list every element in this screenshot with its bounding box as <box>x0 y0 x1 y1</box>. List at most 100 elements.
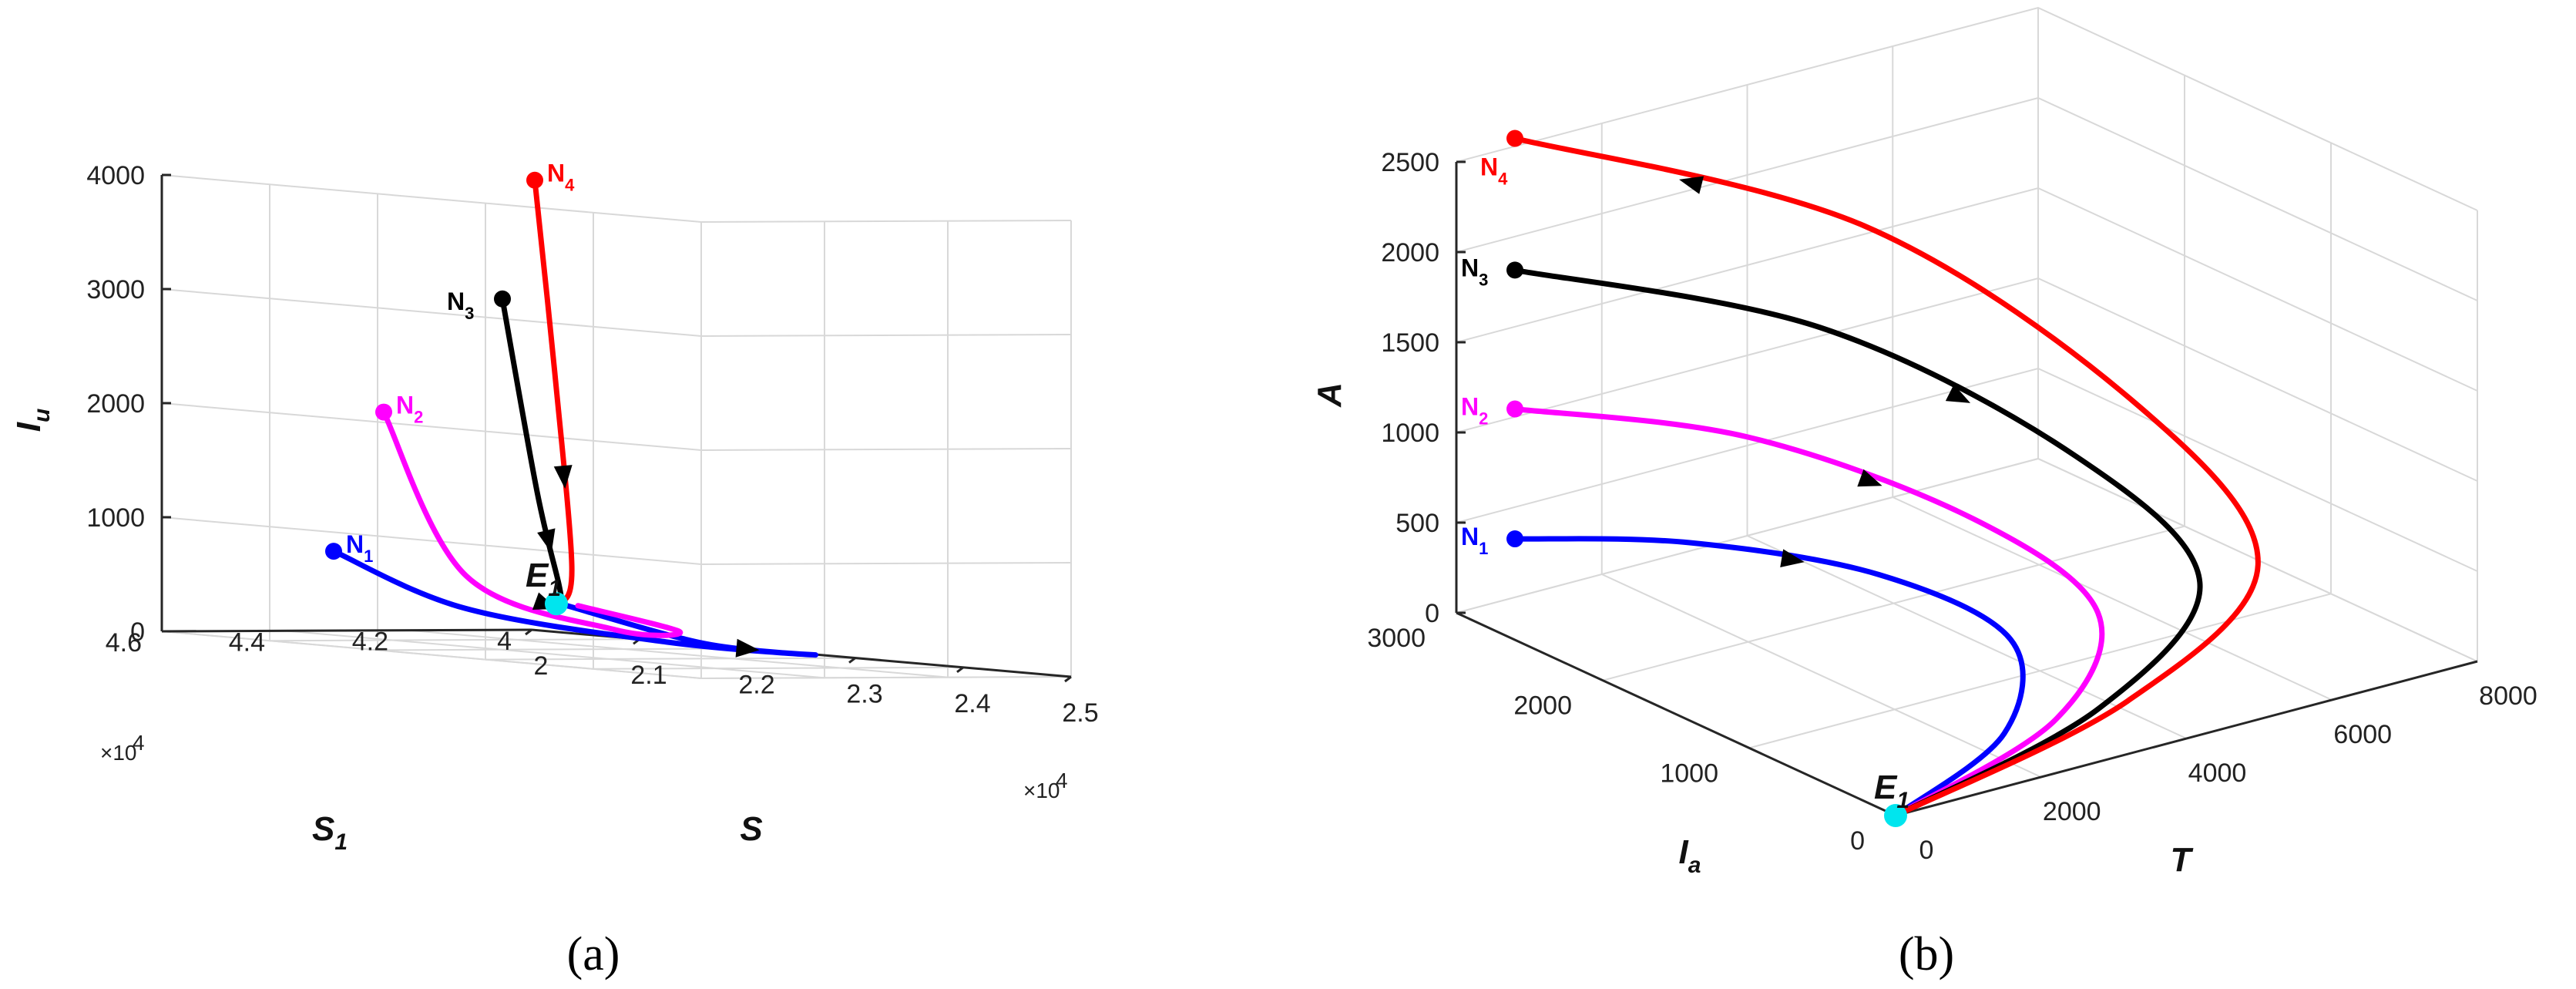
start-point-N3 <box>1506 261 1523 279</box>
s1-axis <box>161 628 532 633</box>
trajectory-N4 <box>1512 136 2261 819</box>
ia-tick-label: 2000 <box>1513 691 1572 721</box>
s-tick-label: 2.4 <box>954 689 990 718</box>
a-tick-label: 500 <box>1395 509 1439 538</box>
grid-line <box>269 638 640 642</box>
grid-line <box>161 516 1072 566</box>
s1-exponent-power: 4 <box>133 731 145 755</box>
s-tick-label: 2.1 <box>630 661 667 690</box>
ia-tick-label: 3000 <box>1367 624 1426 653</box>
start-label-N2: N2 <box>396 392 423 427</box>
s1-tick-label: 4 <box>497 627 512 656</box>
start-point-N2 <box>1506 400 1523 418</box>
s-tick-label: 2 <box>534 651 549 681</box>
s-tick-label: 2.5 <box>1062 698 1098 728</box>
t-tick-label: 8000 <box>2479 681 2537 711</box>
ia-axis-label: Ia <box>1679 833 1701 878</box>
grid-line <box>284 630 825 679</box>
equilibrium-label: E1 <box>526 557 561 601</box>
grid-line <box>485 657 856 661</box>
grid-line <box>1456 6 2478 211</box>
s1-tick-label: 4.2 <box>352 627 388 657</box>
grid-line <box>1456 96 2478 301</box>
grid-line <box>161 288 1072 338</box>
ia-axis <box>1456 611 1896 817</box>
start-point-N2 <box>375 403 392 421</box>
panel-a-plot: 2 2.1 2.2 2.3 2.4 2.5×104S44.24.44.6×104S1010… <box>10 160 1099 981</box>
trajectory-N2 <box>1512 406 2105 819</box>
t-axis-label: T <box>2171 841 2194 879</box>
trajectory-N3 <box>1512 267 2203 819</box>
iu-tick-label: 3000 <box>86 275 145 304</box>
ia-tick-label: 1000 <box>1660 759 1718 788</box>
direction-arrow <box>553 465 573 489</box>
equilibrium-point <box>1884 804 1907 827</box>
direction-arrow <box>1857 469 1882 487</box>
a-tick-label: 1500 <box>1381 328 1439 358</box>
iu-tick-label: 4000 <box>86 161 145 190</box>
direction-arrow <box>735 638 760 658</box>
s1-axis-label: S1 <box>312 810 348 855</box>
start-point-N1 <box>1506 530 1523 548</box>
s-tick-mark <box>525 628 532 636</box>
a-axis-label: A <box>1311 382 1348 408</box>
start-label-N1: N1 <box>1461 523 1488 558</box>
s-tick-mark <box>1064 675 1072 683</box>
iu-tick-label: 0 <box>130 617 145 647</box>
t-axis <box>1895 660 2478 817</box>
start-point-N1 <box>325 543 342 560</box>
start-label-N1: N1 <box>346 530 373 566</box>
t-tick-label: 0 <box>1919 836 1934 865</box>
start-label-N4: N4 <box>1480 153 1508 189</box>
start-point-N4 <box>526 171 543 189</box>
start-label-N3: N3 <box>447 288 474 323</box>
grid-line <box>1601 574 2042 778</box>
iu-tick-label: 2000 <box>86 389 145 419</box>
grid-line <box>1748 593 2332 749</box>
s-tick-mark <box>956 666 964 673</box>
trajectory-N2 <box>381 409 683 638</box>
direction-arrow <box>1780 549 1805 568</box>
t-tick-label: 4000 <box>2188 759 2247 788</box>
start-label-N2: N2 <box>1461 393 1488 429</box>
ia-tick-label: 0 <box>1850 826 1865 856</box>
trajectory-N1 <box>331 548 818 658</box>
iu-axis-label: Iu <box>10 409 55 432</box>
trajectory-N4 <box>532 177 575 607</box>
a-tick-label: 2000 <box>1381 238 1439 267</box>
grid-line <box>408 629 949 678</box>
s1-tick-label: 4.6 <box>106 628 142 658</box>
s1-exponent: ×10 <box>100 741 137 765</box>
direction-arrow <box>1679 176 1704 194</box>
start-label-N3: N3 <box>1461 254 1488 289</box>
panel-label: (a) <box>567 928 620 981</box>
grid-line <box>1602 525 2185 681</box>
s-tick-label: 2.2 <box>738 670 774 699</box>
grid-line <box>161 402 1072 452</box>
trajectory-N1 <box>1512 536 2026 819</box>
s-axis-label: S <box>740 810 762 848</box>
s1-tick-label: 4.4 <box>229 627 265 657</box>
grid-line <box>1456 187 2478 392</box>
s-exponent: ×10 <box>1023 779 1060 802</box>
s-tick-label: 2.3 <box>846 680 882 709</box>
grid-line <box>1747 535 2187 739</box>
direction-arrow <box>537 528 556 553</box>
s-tick-mark <box>848 657 856 664</box>
grid-line <box>1456 457 2478 662</box>
grid-line <box>377 648 748 651</box>
a-tick-label: 0 <box>1425 599 1439 628</box>
panel-label: (b) <box>1899 928 1954 981</box>
equilibrium-label: E1 <box>1874 769 1909 813</box>
grid-line <box>1892 496 2333 701</box>
panel-b-plot: 0 2000 4000 6000 8000 T 0 1000 2000 3000 Ia 0 500 100… <box>1311 6 2537 981</box>
grid-line <box>1456 367 2478 572</box>
start-label-N4: N4 <box>547 160 575 195</box>
grid-line <box>161 631 1072 680</box>
equilibrium-point <box>545 592 568 616</box>
grid-line <box>593 666 964 670</box>
grid-line <box>161 174 1072 224</box>
a-tick-label: 2500 <box>1381 148 1439 177</box>
a-tick-label: 1000 <box>1381 419 1439 448</box>
